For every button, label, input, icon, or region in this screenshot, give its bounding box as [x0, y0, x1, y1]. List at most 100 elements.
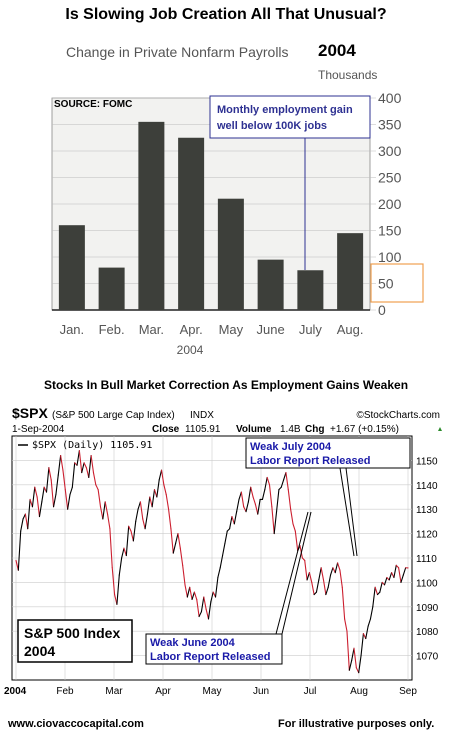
spx-price-segment — [31, 486, 36, 508]
spx-price-segment — [151, 489, 156, 508]
spx-y-tick-label: 1120 — [416, 530, 438, 541]
spx-price-segment — [395, 564, 400, 569]
bar-chart-year: 2004 — [318, 41, 356, 60]
spx-price-segment — [400, 574, 404, 583]
spx-exchange: INDX — [190, 410, 214, 421]
spx-price-segment — [236, 498, 240, 513]
spx-price-segment — [200, 596, 205, 613]
sp500-label-line-1: S&P 500 Index — [24, 625, 120, 641]
spx-price-segment — [325, 586, 329, 596]
spx-price-segment — [99, 506, 104, 520]
spx-price-segment — [184, 584, 188, 598]
spx-price-segment — [276, 489, 280, 513]
bar-x-tick-label: June — [257, 322, 285, 337]
bar-y-tick-label: 200 — [378, 196, 402, 212]
bar-x-tick-label: Feb. — [99, 322, 125, 337]
spx-y-tick-label: 1140 — [416, 481, 438, 492]
bar-x-tick-label: Mar. — [139, 322, 164, 337]
spx-price-segment — [95, 484, 99, 491]
spx-price-segment — [64, 489, 69, 510]
spx-price-segment — [348, 659, 353, 671]
payrolls-bar-chart: 0 50 100 150 200 250 300 350 400 Jan. Feb. Mar. Apr… — [51, 90, 424, 357]
sp500-label-box — [17, 619, 133, 663]
spx-x-tick-label: May — [203, 686, 222, 697]
spx-price-segment — [27, 498, 31, 530]
spx-chg-label: Chg — [305, 424, 324, 435]
spx-price-segment — [132, 520, 137, 542]
spx-price-segment — [306, 572, 310, 581]
spx-price-segment — [233, 511, 238, 525]
spx-price-segment — [294, 530, 299, 552]
spx-price-segment — [144, 513, 148, 530]
spx-x-tick-label: Jul — [304, 686, 317, 697]
spx-price-segment — [287, 489, 292, 510]
spx-price-segment — [341, 586, 346, 620]
spx-volume-label: Volume — [236, 424, 272, 435]
spx-price-segment — [217, 567, 221, 579]
spx-x-ticks: 2004 Feb Mar Apr May Jun Jul Aug Sep — [4, 686, 417, 697]
spx-price-segment — [24, 513, 29, 530]
july-annotation-box — [245, 437, 411, 469]
spx-price-segment — [360, 633, 364, 657]
spx-price-segment — [41, 486, 45, 503]
spx-x-tick-label: Aug — [350, 686, 368, 697]
spx-price-segment — [311, 581, 315, 596]
spx-price-segment — [60, 454, 64, 471]
spx-price-segment — [358, 655, 362, 674]
spx-price-line — [15, 450, 409, 674]
spx-price-segment — [320, 567, 325, 581]
spx-price-segment — [78, 450, 83, 474]
spx-price-segment — [252, 496, 256, 505]
spx-y-tick-label: 1110 — [416, 554, 437, 565]
spx-price-segment — [337, 562, 341, 571]
spx-price-segment — [90, 454, 95, 474]
spx-y-tick-label: 1100 — [416, 578, 438, 589]
spx-close-value: 1105.91 — [185, 424, 221, 435]
spx-price-segment — [88, 454, 92, 479]
bar-x-tick-label: Apr. — [180, 322, 203, 337]
spx-x-tick-label: Feb — [56, 686, 74, 697]
spx-price-segment — [111, 567, 116, 596]
spx-price-segment — [254, 503, 259, 515]
spx-price-segment — [261, 489, 266, 500]
spx-line-chart: $SPX (S&P 500 Large Cap Index) INDX ©Sto… — [4, 405, 442, 697]
spx-x-tick-label: Sep — [399, 686, 417, 697]
spx-price-segment — [388, 572, 393, 581]
spx-price-segment — [196, 598, 200, 618]
bar-chart-x-ticks: Jan. Feb. Mar. Apr. May June July Aug. — [60, 322, 364, 337]
spx-price-segment — [283, 472, 287, 481]
spx-price-segment — [240, 491, 245, 508]
spx-price-segment — [346, 630, 350, 671]
spx-price-segment — [334, 562, 339, 574]
bar-mar — [138, 121, 165, 310]
spx-price-segment — [313, 591, 318, 596]
spx-price-segment — [329, 567, 334, 576]
spx-price-segment — [193, 591, 198, 601]
july-pointer-line-1 — [339, 467, 355, 557]
spx-price-segment — [55, 474, 59, 496]
spx-price-segment — [142, 518, 146, 530]
stockcharts-brand: ©StockCharts.com — [356, 410, 440, 421]
spx-price-segment — [149, 496, 153, 508]
page-title: Is Slowing Job Creation All That Unusual… — [65, 6, 387, 23]
spx-price-segment — [130, 530, 134, 542]
spx-symbol: $SPX — [12, 405, 48, 421]
spx-price-segment — [398, 567, 402, 583]
spx-price-segment — [83, 462, 87, 469]
spx-price-segment — [81, 462, 85, 474]
spx-price-segment — [38, 501, 43, 518]
bar-x-tick-label: Jan. — [60, 322, 85, 337]
spx-price-segment — [222, 542, 226, 557]
highlight-box — [370, 263, 424, 303]
spx-price-segment — [50, 479, 55, 508]
spx-price-segment — [53, 494, 57, 508]
spx-price-segment — [290, 508, 294, 525]
spx-price-segment — [45, 467, 50, 493]
sp500-label-line-2: 2004 — [24, 643, 55, 659]
up-arrow-icon — [438, 427, 442, 431]
bar-x-tick-label: May — [219, 322, 244, 337]
spx-price-segment — [48, 467, 52, 481]
spx-price-segment — [172, 542, 177, 554]
bar-july — [297, 270, 324, 310]
spx-price-segment — [34, 486, 38, 498]
